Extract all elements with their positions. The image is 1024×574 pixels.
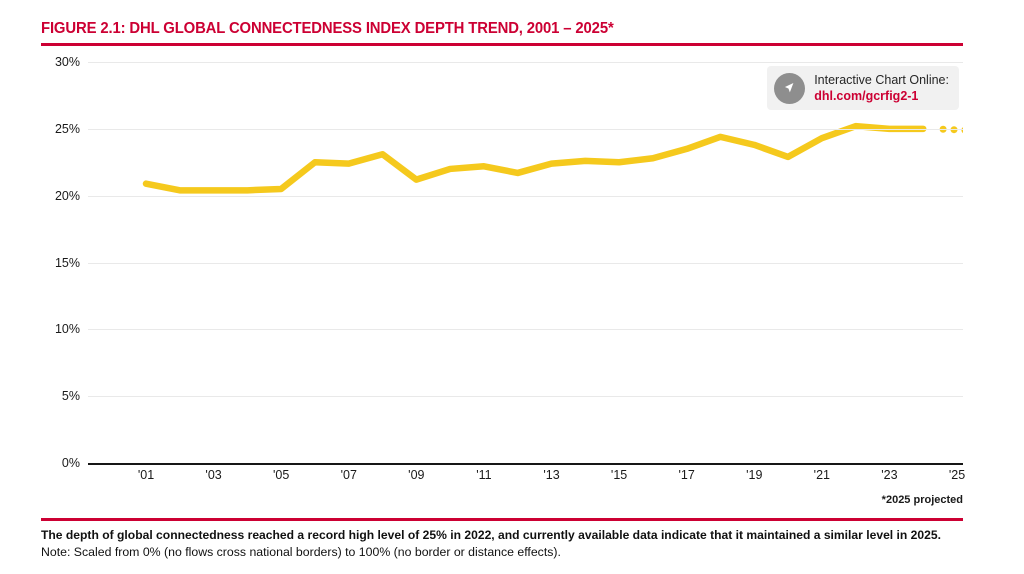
x-axis-tick-label: '07 xyxy=(340,468,357,482)
x-axis-tick-label: '17 xyxy=(678,468,695,482)
y-axis-tick-label: 30% xyxy=(54,55,80,69)
y-axis-tick-label: 25% xyxy=(54,121,80,136)
x-axis-tick-label: '15 xyxy=(610,468,628,482)
x-axis-tick-label: '25 xyxy=(948,468,966,482)
gridline xyxy=(88,396,963,398)
interactive-chart-badge[interactable]: Interactive Chart Online: dhl.com/gcrfig… xyxy=(767,66,959,110)
projected-footnote: *2025 projected xyxy=(881,494,963,506)
y-axis-tick-label: 15% xyxy=(54,255,80,270)
x-axis-line xyxy=(88,463,963,465)
y-axis-tick-label: 5% xyxy=(61,389,80,404)
x-axis-tick-label: '13 xyxy=(543,468,560,482)
plot-region: 30% 25% 20% 15% 10% 5% 0% xyxy=(55,55,963,470)
caption-main: The depth of global connectedness reache… xyxy=(41,528,941,542)
gridline xyxy=(88,262,963,264)
caption-block: The depth of global connectedness reache… xyxy=(41,528,971,559)
x-axis-tick-label: '09 xyxy=(408,468,425,482)
gridline xyxy=(88,62,963,63)
y-axis-tick-label: 0% xyxy=(61,456,80,470)
x-axis-tick-label: '05 xyxy=(273,468,290,482)
series-projected-dot xyxy=(961,127,963,134)
series-solid-segment xyxy=(142,122,927,194)
gridline xyxy=(88,128,963,130)
title-divider xyxy=(41,43,963,46)
page-title: FIGURE 2.1: DHL GLOBAL CONNECTEDNESS IND… xyxy=(41,20,614,37)
y-axis-tick-label: 20% xyxy=(54,188,80,203)
x-axis-tick-label: '23 xyxy=(881,468,898,482)
gridline xyxy=(88,195,963,197)
y-axis-tick-label: 10% xyxy=(54,322,80,337)
caption-note: Note: Scaled from 0% (no flows cross nat… xyxy=(41,545,561,559)
x-axis-tick-label: '03 xyxy=(205,468,222,482)
cursor-arrow-icon xyxy=(774,72,806,104)
badge-text: Interactive Chart Online: dhl.com/gcrfig… xyxy=(814,72,949,104)
x-axis-tick-label: '19 xyxy=(746,468,763,482)
bottom-divider xyxy=(41,518,963,521)
badge-label: Interactive Chart Online: xyxy=(814,73,949,87)
x-axis-tick-label: '01 xyxy=(137,468,155,482)
x-axis-tick-label: '21 xyxy=(813,468,830,482)
gridline xyxy=(88,329,963,331)
badge-link[interactable]: dhl.com/gcrfig2-1 xyxy=(814,89,919,103)
x-axis-tick-label: '11 xyxy=(476,468,492,482)
title-block: FIGURE 2.1: DHL GLOBAL CONNECTEDNESS IND… xyxy=(41,20,963,46)
chart-area: 30% 25% 20% 15% 10% 5% 0% Interactive Chart On… xyxy=(41,55,965,482)
